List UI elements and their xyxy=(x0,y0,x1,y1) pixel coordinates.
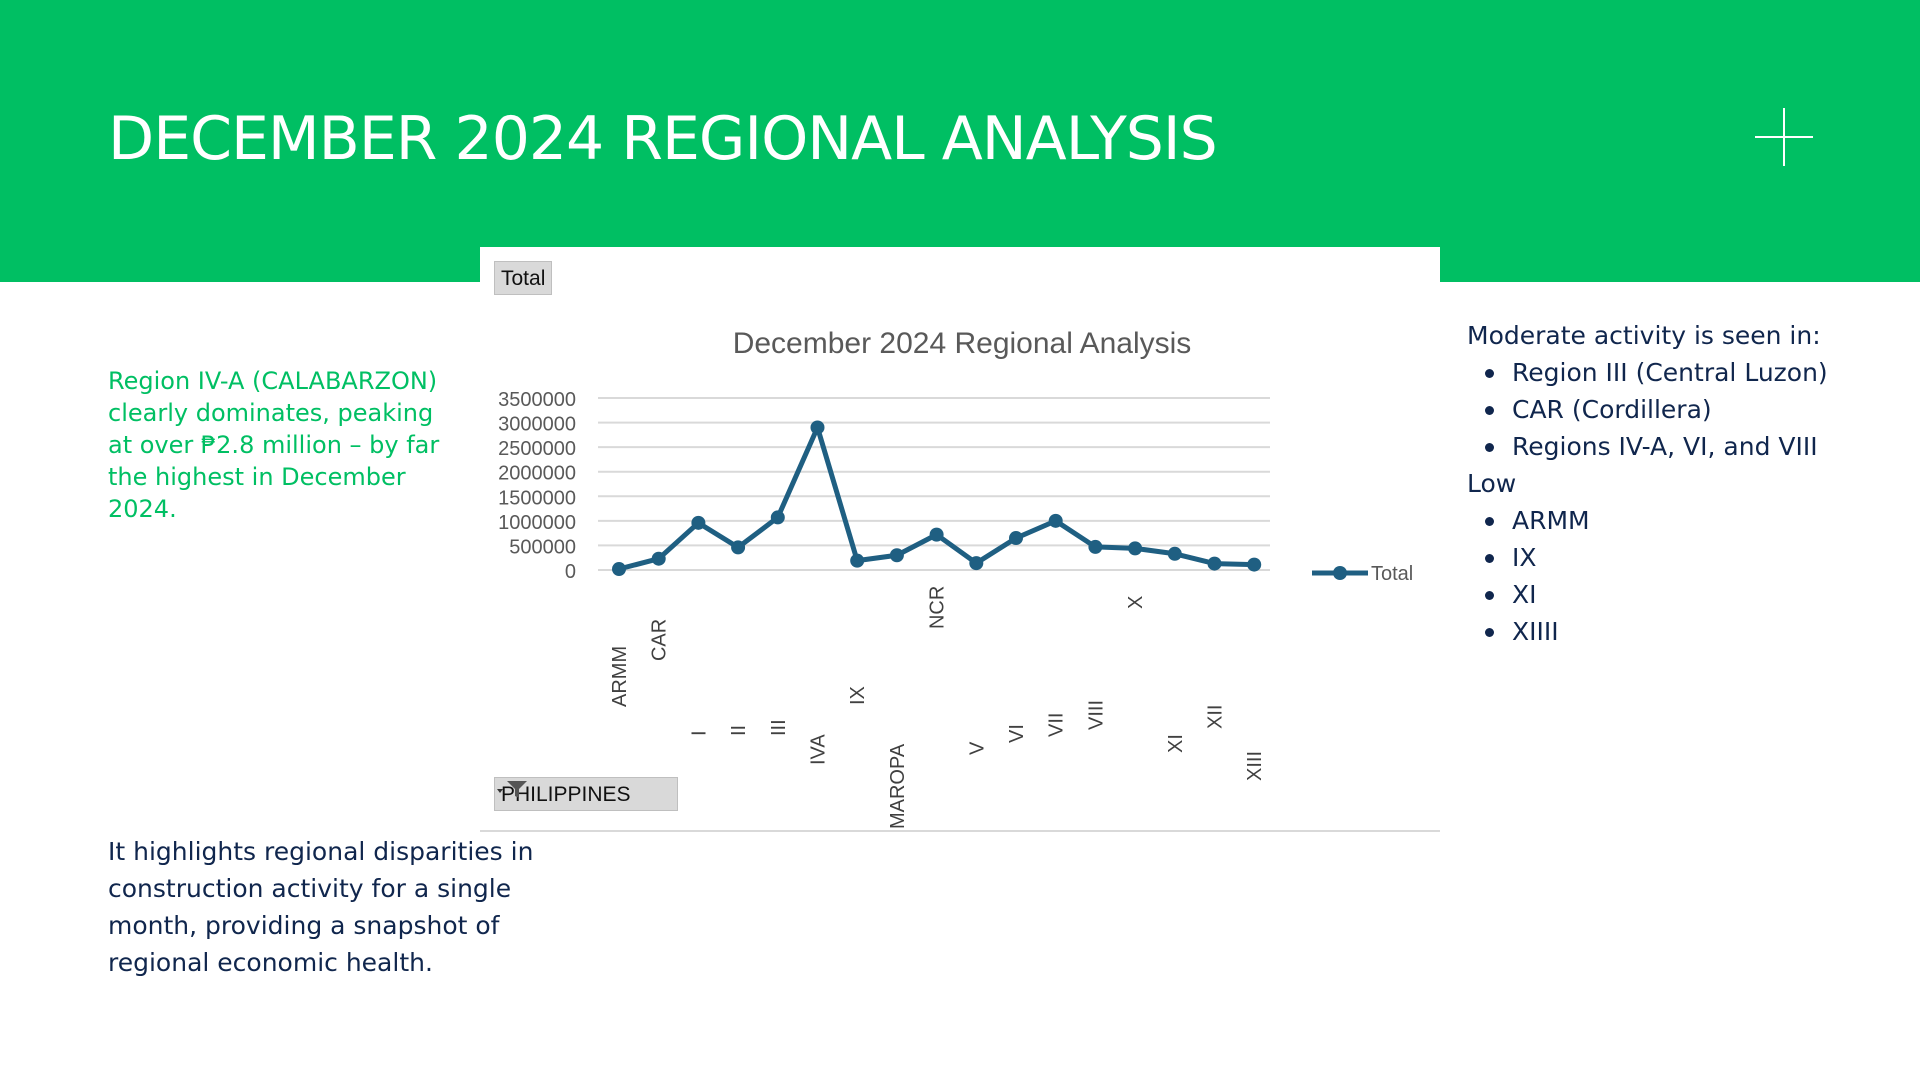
y-tick-label: 1500000 xyxy=(498,487,576,509)
x-tick-label: III xyxy=(768,719,790,736)
x-tick-label: IVA xyxy=(808,734,830,765)
y-tick-label: 2000000 xyxy=(498,463,576,485)
page-title: DECEMBER 2024 REGIONAL ANALYSIS xyxy=(108,104,1218,174)
list-item: ARMM xyxy=(1485,502,1907,539)
x-tick-label: IX xyxy=(847,686,869,705)
data-point xyxy=(1128,541,1143,556)
x-tick-label: X xyxy=(1125,596,1147,609)
y-tick-label: 1000000 xyxy=(498,512,576,534)
data-point xyxy=(969,556,984,571)
x-tick-label: NCR xyxy=(927,586,949,629)
data-point xyxy=(1167,546,1182,561)
filter-icon xyxy=(497,781,527,798)
region-filter-button[interactable]: PHILIPPINES xyxy=(494,777,678,811)
chart-panel: December 2024 Regional Analysis 3500000 30… xyxy=(480,247,1440,832)
x-tick-label: XIII xyxy=(1244,751,1266,781)
y-tick-label: 500000 xyxy=(509,536,576,558)
data-point xyxy=(889,548,904,563)
x-tick-label: ARMM xyxy=(609,646,631,707)
list-item: Regions IV-A, VI, and VIII xyxy=(1485,428,1907,465)
y-tick-label: 2500000 xyxy=(498,438,576,460)
data-point xyxy=(1207,556,1222,571)
line-chart: December 2024 Regional Analysis 3500000 30… xyxy=(480,327,1440,832)
low-heading: Low xyxy=(1467,469,1517,498)
low-list: ARMM IX XI XIIII xyxy=(1467,502,1907,650)
x-tick-label: V xyxy=(966,741,988,755)
legend-marker xyxy=(1333,566,1347,580)
data-point xyxy=(1247,557,1262,572)
x-tick-label: VI xyxy=(1006,724,1028,743)
list-item: IX xyxy=(1485,539,1907,576)
y-tick-label: 3500000 xyxy=(498,389,576,411)
data-point xyxy=(651,551,666,566)
x-tick-label: XI xyxy=(1165,734,1187,753)
data-point xyxy=(850,553,865,568)
data-point xyxy=(929,527,944,542)
list-item: Region III (Central Luzon) xyxy=(1485,354,1907,391)
x-tick-label: MAROPA xyxy=(887,743,909,829)
moderate-list: Region III (Central Luzon) CAR (Cordille… xyxy=(1467,354,1907,465)
y-tick-label: 3000000 xyxy=(498,414,576,436)
list-item: XIIII xyxy=(1485,613,1907,650)
data-point xyxy=(612,562,626,577)
x-tick-label: VIII xyxy=(1085,700,1107,730)
disparity-note: It highlights regional disparities in co… xyxy=(108,837,534,977)
legend-label: Total xyxy=(1371,563,1413,585)
list-item: XI xyxy=(1485,576,1907,613)
data-point xyxy=(691,515,706,530)
data-point xyxy=(1048,513,1063,528)
x-tick-label: I xyxy=(688,730,710,736)
data-point xyxy=(731,540,746,555)
plus-icon xyxy=(1755,108,1813,166)
region-filter-label: PHILIPPINES xyxy=(501,783,631,806)
value-field-button[interactable]: Total xyxy=(494,261,553,295)
x-tick-label: XII xyxy=(1205,705,1227,729)
data-point xyxy=(810,420,825,435)
activity-notes: Moderate activity is seen in: Region III… xyxy=(1467,317,1907,650)
series-line xyxy=(618,424,1255,572)
data-point xyxy=(1009,531,1023,546)
chart-title: December 2024 Regional Analysis xyxy=(733,327,1192,360)
x-tick-label: II xyxy=(728,725,750,736)
moderate-heading: Moderate activity is seen in: xyxy=(1467,321,1821,350)
data-point xyxy=(770,510,785,525)
x-tick-label: CAR xyxy=(649,619,671,661)
y-tick-label: 0 xyxy=(565,561,576,583)
x-tick-label: VII xyxy=(1046,713,1068,737)
header-band: DECEMBER 2024 REGIONAL ANALYSIS xyxy=(0,0,1920,282)
dominance-note: Region IV-A (CALABARZON) clearly dominat… xyxy=(108,367,440,523)
data-point xyxy=(1088,539,1103,554)
list-item: CAR (Cordillera) xyxy=(1485,391,1907,428)
